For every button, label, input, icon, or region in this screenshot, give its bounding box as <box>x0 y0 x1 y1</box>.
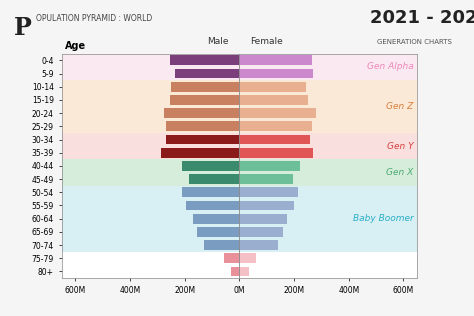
Bar <box>197 227 239 237</box>
Bar <box>193 214 239 224</box>
Bar <box>164 108 239 118</box>
Bar <box>175 69 239 78</box>
Bar <box>62 54 417 80</box>
Text: Gen X: Gen X <box>386 168 413 177</box>
Bar <box>239 135 310 144</box>
Text: Gen Alpha: Gen Alpha <box>367 63 413 71</box>
Bar <box>171 82 239 92</box>
Bar <box>239 214 287 224</box>
Bar <box>239 108 316 118</box>
Bar <box>239 201 294 210</box>
Bar <box>170 55 239 65</box>
Bar <box>165 135 239 144</box>
Bar <box>239 174 292 184</box>
Bar <box>239 240 278 250</box>
Bar <box>162 148 239 158</box>
Text: OPULATION PYRAMID : WORLD: OPULATION PYRAMID : WORLD <box>36 14 152 23</box>
Bar <box>239 187 298 197</box>
Bar <box>239 227 283 237</box>
Bar <box>239 55 312 65</box>
Bar <box>239 95 308 105</box>
Text: GENERATION CHARTS: GENERATION CHARTS <box>377 40 452 46</box>
Bar <box>182 161 239 171</box>
Bar <box>239 69 313 78</box>
Bar <box>239 253 256 263</box>
Bar <box>62 80 417 133</box>
Text: Gen Z: Gen Z <box>386 102 413 111</box>
Bar <box>239 266 249 276</box>
Text: Age: Age <box>65 41 86 51</box>
Bar <box>62 159 417 186</box>
Bar <box>165 121 239 131</box>
Bar <box>239 121 312 131</box>
Bar <box>189 174 239 184</box>
Text: Gen Y: Gen Y <box>387 142 413 151</box>
Bar <box>239 148 313 158</box>
Bar <box>170 95 239 105</box>
Bar <box>182 187 239 197</box>
Bar <box>239 82 306 92</box>
Text: P: P <box>14 16 32 40</box>
Text: Male: Male <box>207 37 228 46</box>
Bar <box>186 201 239 210</box>
Text: Female: Female <box>250 37 283 46</box>
Bar <box>224 253 239 263</box>
Bar <box>62 133 417 159</box>
Bar <box>239 161 300 171</box>
Bar <box>204 240 239 250</box>
Text: Baby Boomer: Baby Boomer <box>353 214 413 223</box>
Bar <box>62 186 417 252</box>
Text: 2021 - 2025: 2021 - 2025 <box>370 9 474 27</box>
Bar <box>231 266 239 276</box>
